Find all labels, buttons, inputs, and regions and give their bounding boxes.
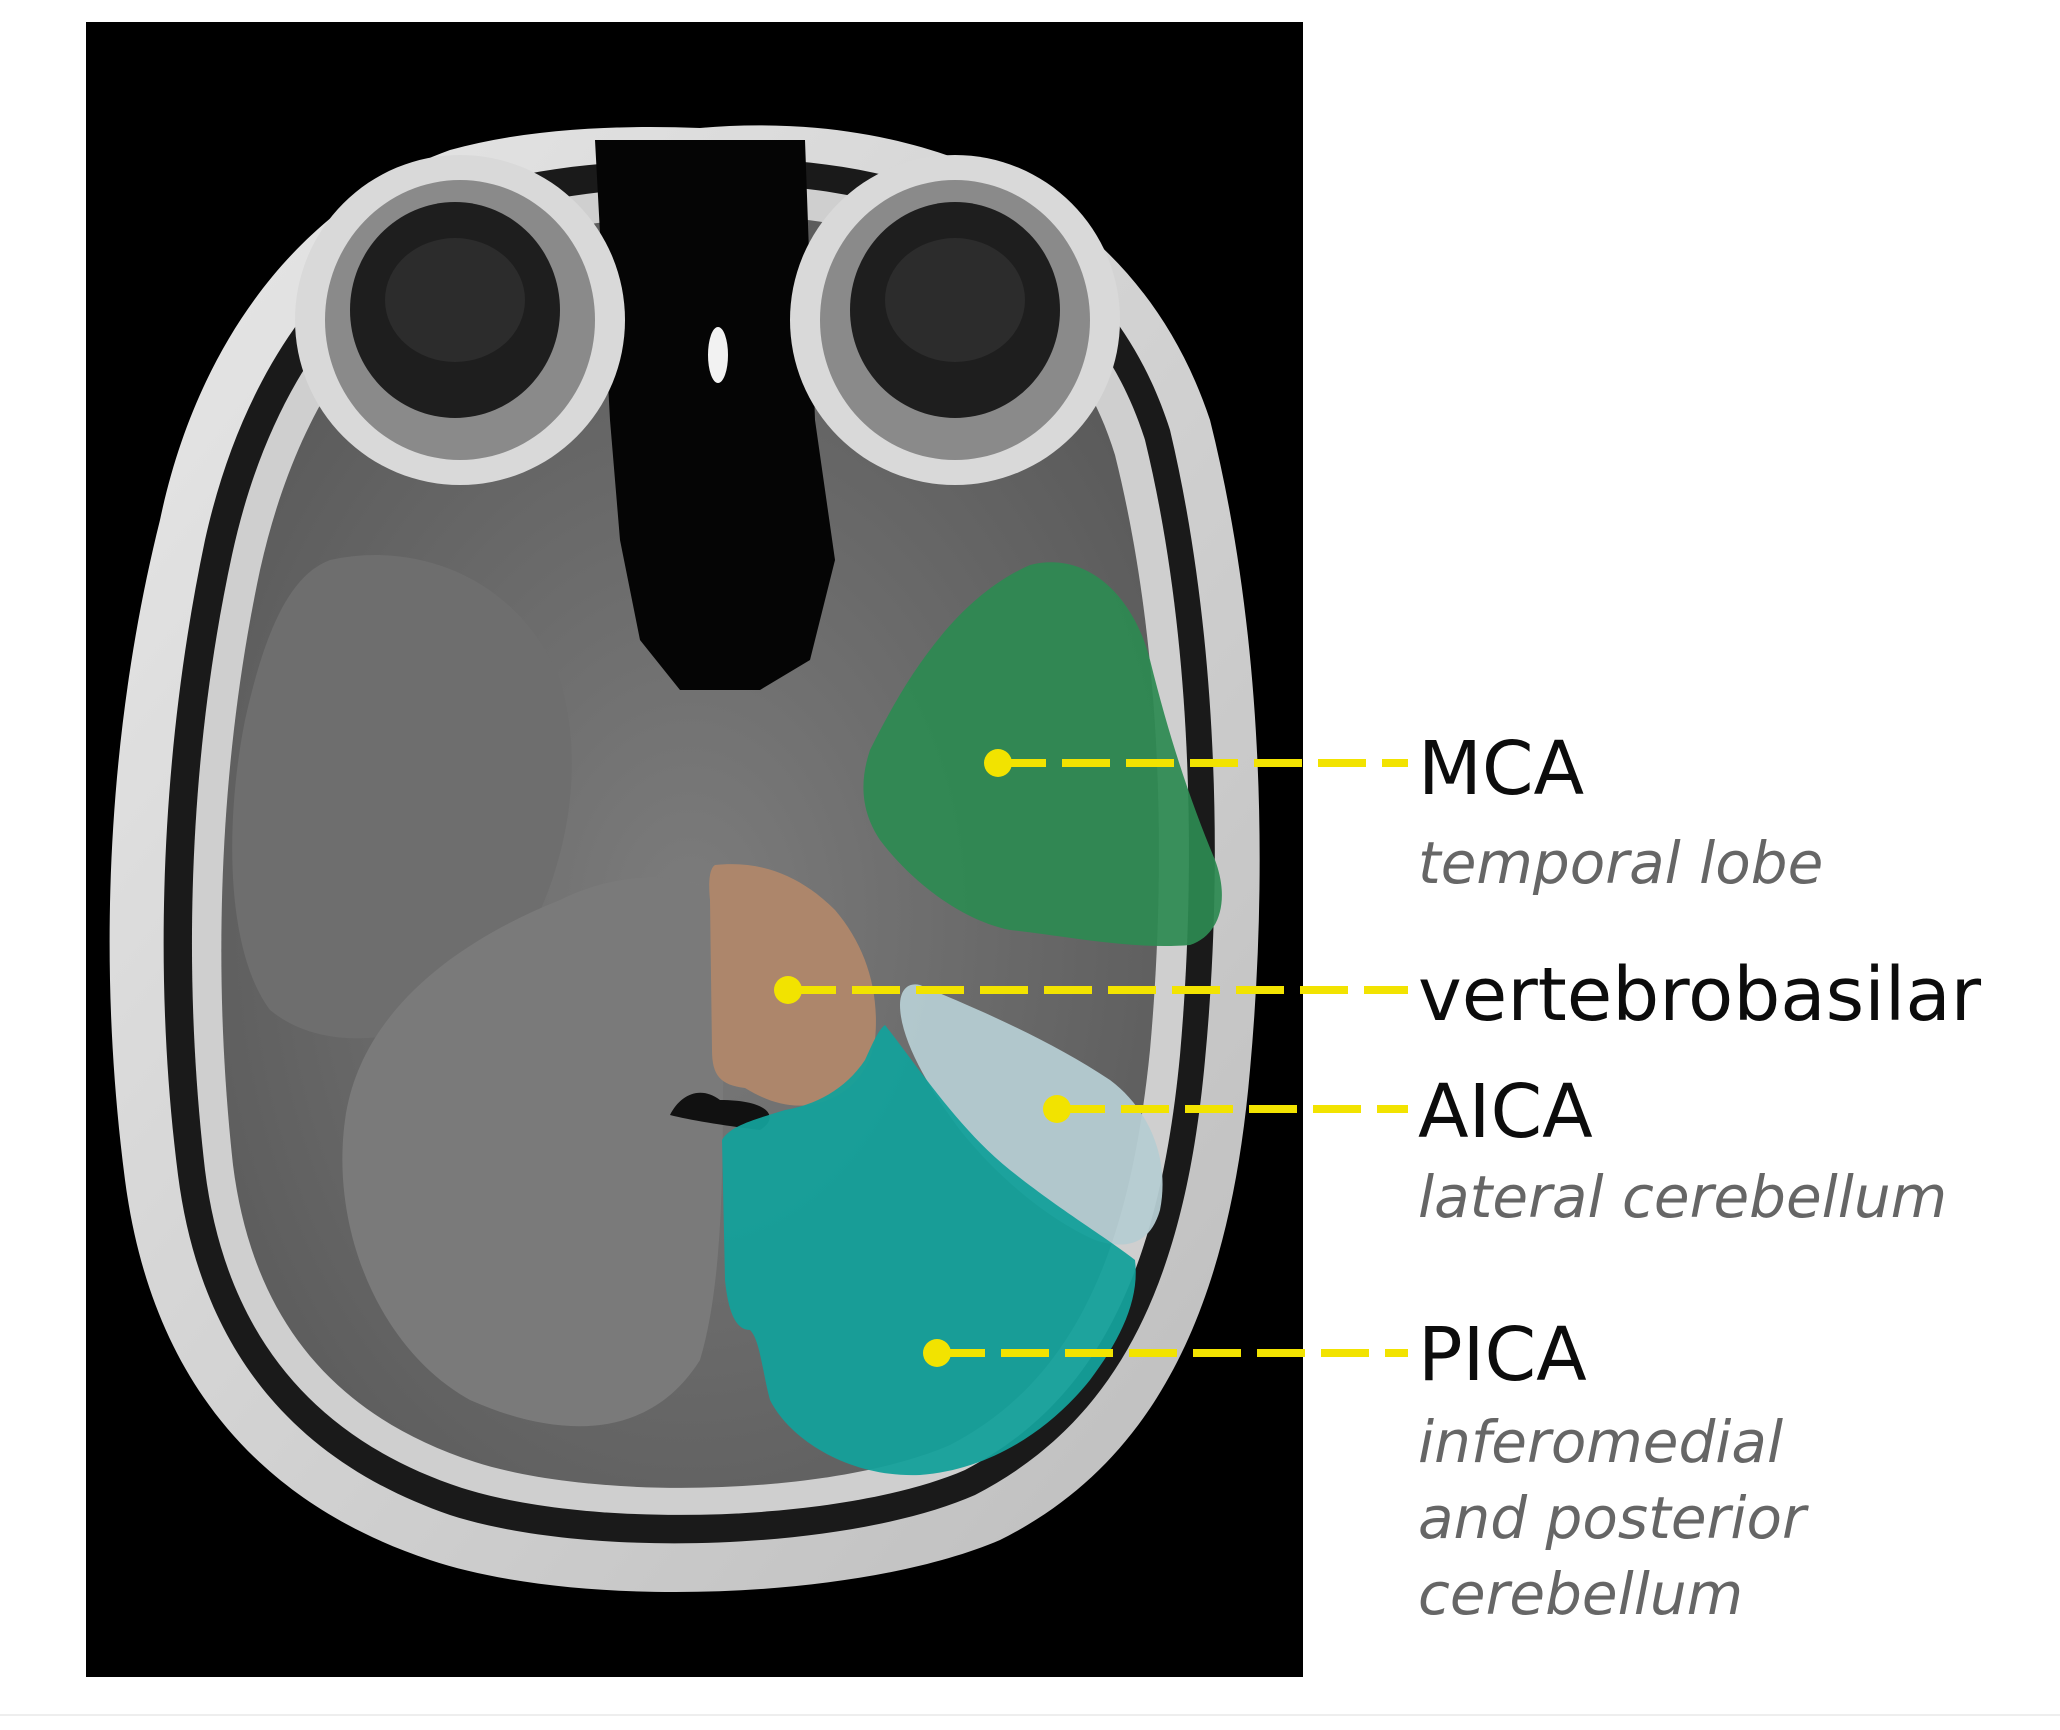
sublabel-pica-line-3: cerebellum: [1418, 1560, 1744, 1628]
leader-dot-vertebrobasilar: [774, 976, 802, 1004]
left-temporal-lobe: [232, 555, 572, 1039]
right-eye-lens: [885, 238, 1025, 362]
label-vertebrobasilar: vertebrobasilar: [1418, 952, 1982, 1038]
sublabel-pica-line-2: and posterior: [1418, 1484, 1806, 1552]
sublabel-mca: temporal lobe: [1418, 829, 1824, 897]
septum-highlight: [708, 327, 728, 383]
sublabel-aica: lateral cerebellum: [1418, 1163, 1948, 1231]
leader-line-pica: [923, 1339, 1408, 1367]
nasal-cavity: [595, 140, 835, 690]
pica-territory: [722, 1025, 1136, 1476]
sublabel-pica-line-1: inferomedial: [1418, 1408, 1784, 1476]
left-cerebellum: [342, 877, 725, 1427]
aica-territory: [900, 984, 1163, 1245]
label-aica: AICA: [1418, 1069, 1593, 1155]
mca-territory: [863, 562, 1222, 947]
sublabel-pica: inferomedial and posterior cerebellum: [1418, 1404, 2018, 1632]
leader-line-vertebrobasilar: [774, 976, 1408, 1004]
leader-dot-pica: [923, 1339, 951, 1367]
label-mca: MCA: [1418, 726, 1585, 812]
bottom-divider: [0, 1714, 2060, 1716]
leader-dot-aica: [1043, 1095, 1071, 1123]
left-eye-lens: [385, 238, 525, 362]
csf-gap: [670, 1092, 770, 1130]
leader-line-aica: [1043, 1095, 1408, 1123]
label-pica: PICA: [1418, 1312, 1587, 1398]
leader-line-mca: [984, 749, 1408, 777]
leader-dot-mca: [984, 749, 1012, 777]
